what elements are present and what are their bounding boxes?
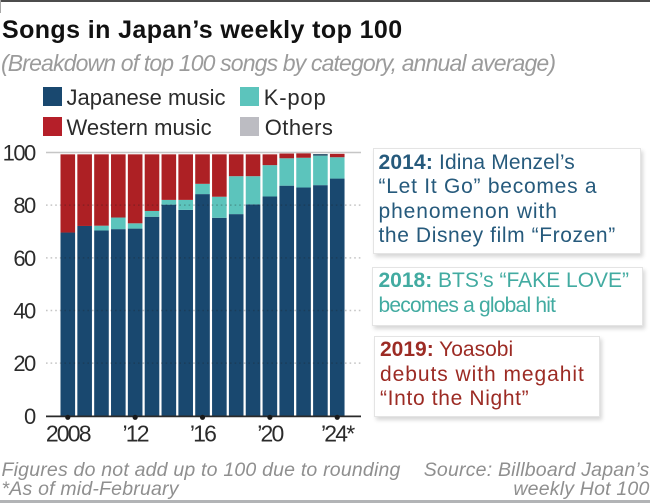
svg-text:’20: ’20 [257, 420, 283, 446]
svg-text:0: 0 [24, 404, 36, 429]
svg-text:’24*: ’24* [321, 420, 355, 446]
svg-text:’16: ’16 [190, 420, 216, 446]
svg-text:20: 20 [13, 351, 36, 376]
svg-text:40: 40 [13, 298, 36, 323]
svg-text:80: 80 [13, 193, 36, 218]
svg-text:’12: ’12 [123, 420, 149, 446]
svg-text:60: 60 [13, 246, 36, 271]
svg-text:100: 100 [3, 141, 36, 166]
svg-text:2008: 2008 [46, 420, 91, 446]
